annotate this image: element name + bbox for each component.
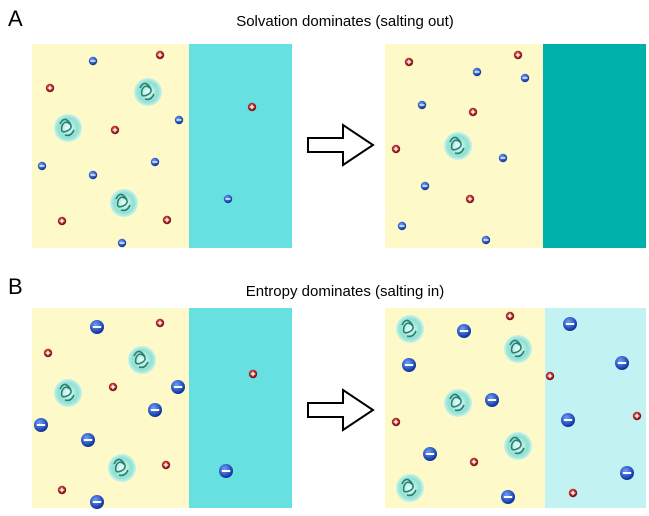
phase	[543, 44, 646, 248]
plus-sign	[634, 413, 640, 419]
protein	[110, 189, 138, 217]
protein-fold	[139, 82, 155, 101]
plus-sign	[471, 459, 477, 465]
protein	[396, 474, 424, 502]
protein	[128, 346, 156, 374]
protein-fold	[509, 436, 525, 455]
panel-title: Solvation dominates (salting out)	[236, 13, 454, 30]
protein	[396, 315, 424, 343]
solution	[32, 44, 189, 248]
protein	[444, 389, 472, 417]
protein-fold	[449, 393, 465, 412]
protein-fold	[509, 339, 525, 358]
protein	[504, 432, 532, 460]
plus-sign	[59, 487, 65, 493]
protein-fold	[59, 383, 75, 402]
plus-sign	[547, 373, 553, 379]
plus-sign	[393, 146, 399, 152]
plus-sign	[406, 59, 412, 65]
plus-sign	[250, 371, 256, 377]
plus-sign	[164, 217, 170, 223]
protein	[54, 114, 82, 142]
protein-fold	[59, 118, 75, 137]
protein	[54, 379, 82, 407]
arrow	[307, 388, 375, 432]
panel-title: Entropy dominates (salting in)	[246, 283, 444, 300]
protein	[108, 454, 136, 482]
solution	[32, 308, 189, 508]
plus-sign	[467, 196, 473, 202]
plus-sign	[470, 109, 476, 115]
protein	[444, 132, 472, 160]
plus-sign	[112, 127, 118, 133]
plus-sign	[47, 85, 53, 91]
protein-fold	[401, 478, 417, 497]
plus-sign	[163, 462, 169, 468]
plus-sign	[393, 419, 399, 425]
plus-sign	[45, 350, 51, 356]
plus-sign	[570, 490, 576, 496]
arrow	[307, 123, 375, 167]
plus-sign	[110, 384, 116, 390]
protein-fold	[113, 458, 129, 477]
plus-sign	[59, 218, 65, 224]
plus-sign	[157, 320, 163, 326]
phase	[189, 44, 292, 248]
plus-sign	[157, 52, 163, 58]
protein	[504, 335, 532, 363]
protein-fold	[115, 193, 131, 212]
protein-fold	[449, 136, 465, 155]
panel-letter: B	[8, 274, 23, 299]
phase	[189, 308, 292, 508]
plus-sign	[249, 104, 255, 110]
plus-sign	[515, 52, 521, 58]
protein-fold	[133, 350, 149, 369]
panel-letter: A	[8, 6, 23, 31]
protein	[134, 78, 162, 106]
plus-sign	[507, 313, 513, 319]
protein-fold	[401, 319, 417, 338]
